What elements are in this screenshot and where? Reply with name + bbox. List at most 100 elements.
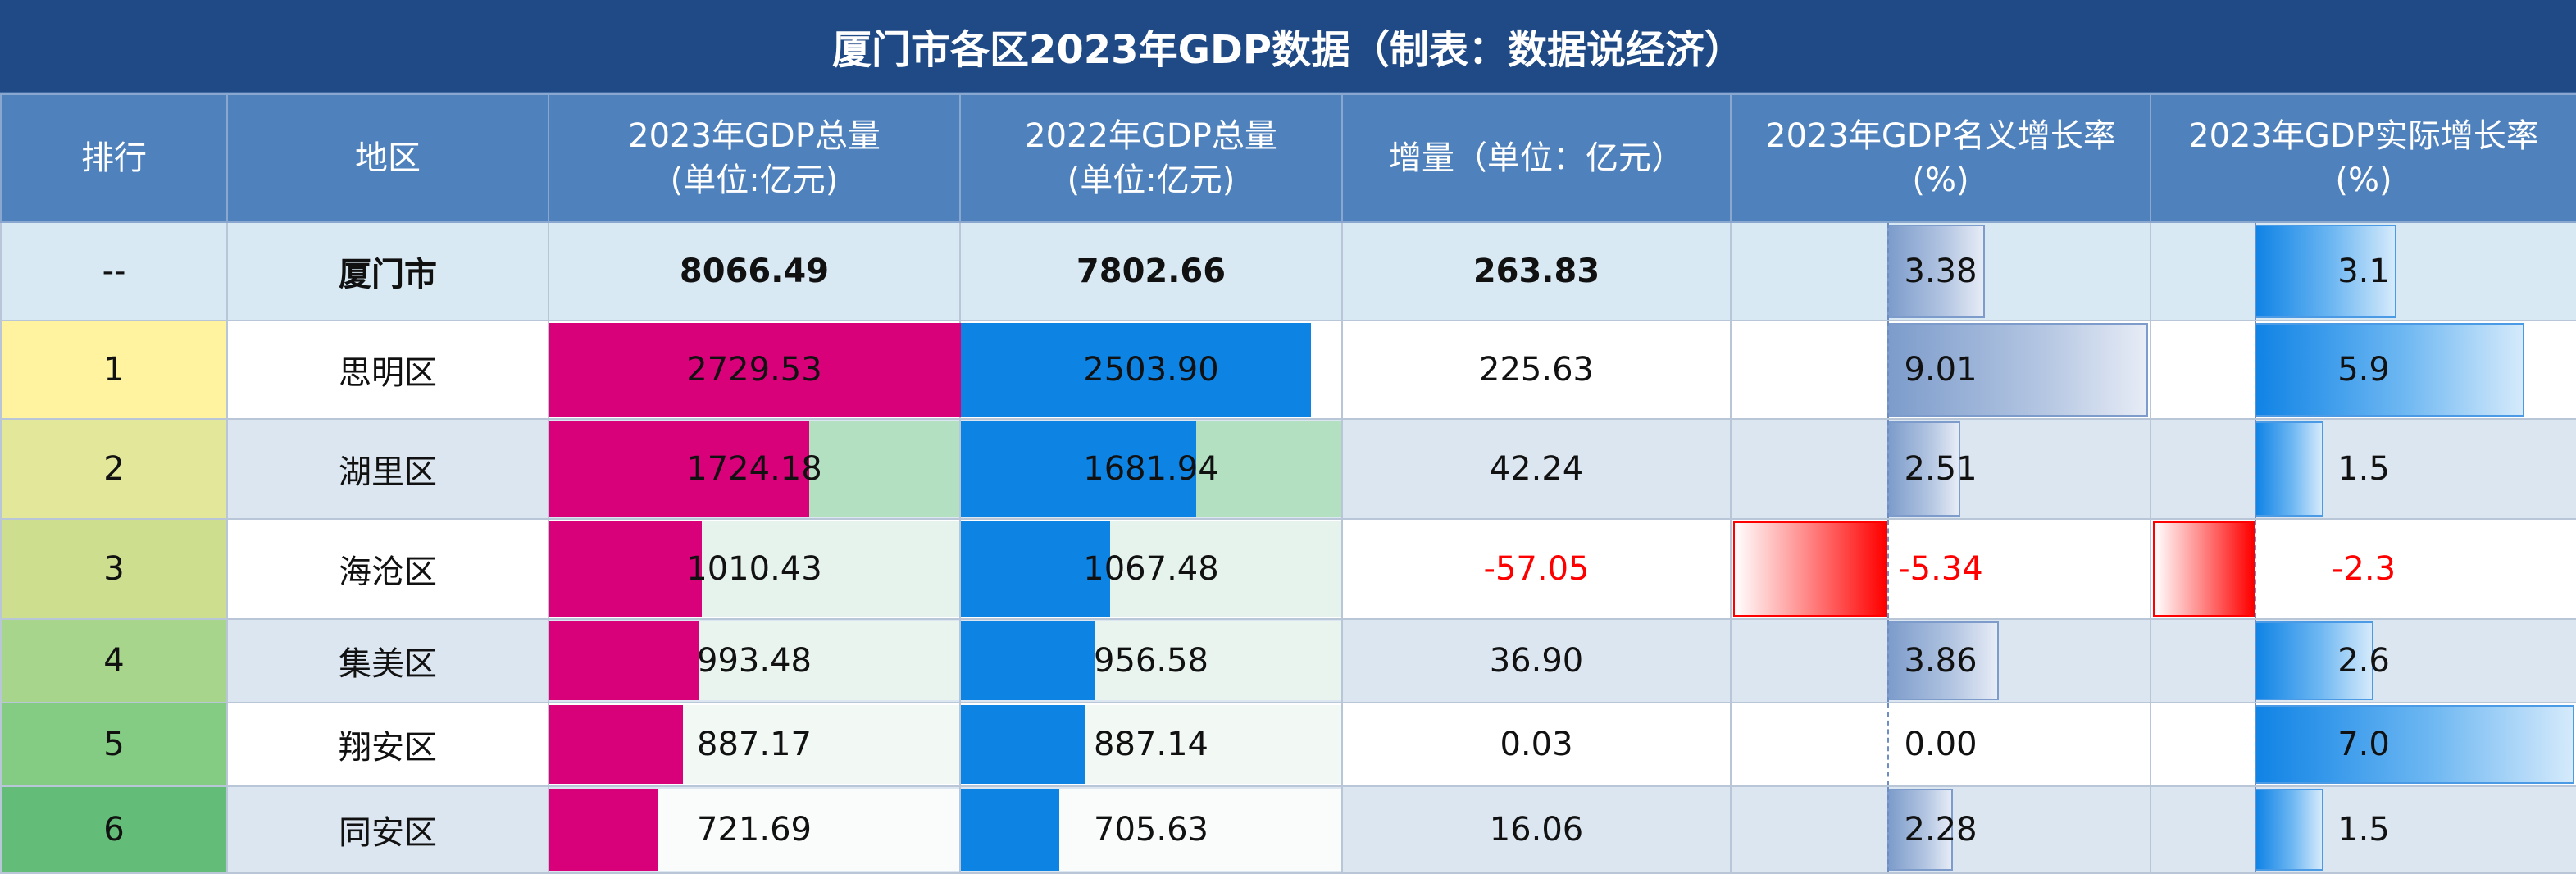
zero-axis: [2255, 520, 2256, 618]
gdp2022-cell: 887.14: [959, 702, 1343, 787]
real-growth-cell-bar: [2255, 621, 2373, 700]
real-growth-cell-bar: [2255, 705, 2574, 784]
page-title: 厦门市各区2023年GDP数据（制表：数据说经济）: [0, 0, 2576, 93]
gdp2022-cell: 956.58: [959, 618, 1343, 703]
real-growth-cell-bar: [2255, 789, 2323, 871]
real-growth-cell: 7.0: [2150, 702, 2576, 787]
nominal-growth-cell-bar: [1887, 621, 1999, 700]
increase-cell: 36.90: [1341, 618, 1732, 703]
nominal-growth-cell: -5.34: [1730, 518, 2151, 620]
zero-axis: [2255, 420, 2256, 518]
header-real-growth: 2023年GDP实际增长率 (%): [2150, 93, 2576, 223]
increase-cell: 263.83: [1341, 221, 1732, 321]
table-row: 4 集美区 993.48 956.58 36.90 3.86 2.6: [0, 618, 2576, 703]
gdp2022-cell-bar: [961, 521, 1110, 617]
gdp2023-cell: 1724.18: [548, 418, 961, 520]
real-growth-cell-bar: [2255, 323, 2524, 417]
zero-axis: [1887, 420, 1889, 518]
nominal-growth-cell-bar: [1733, 521, 1887, 617]
header-row: 排行 地区 2023年GDP总量 (单位:亿元) 2022年GDP总量 (单位:亿元…: [0, 93, 2576, 223]
district-cell: 厦门市: [226, 221, 549, 321]
header-gdp2022: 2022年GDP总量 (单位:亿元): [959, 93, 1343, 223]
gdp2022-cell: 2503.90: [959, 320, 1343, 420]
gdp2022-cell-bar: [961, 421, 1196, 517]
gdp2022-cell-bar: [961, 789, 1059, 871]
rank-cell: 4: [0, 618, 228, 703]
nominal-growth-cell: 3.38: [1730, 221, 2151, 321]
zero-axis: [2255, 223, 2256, 320]
header-rank: 排行: [0, 93, 228, 223]
gdp2022-cell: 7802.66: [959, 221, 1343, 321]
gdp2023-cell-bar: [549, 521, 702, 617]
table-row: 1 思明区 2729.53 2503.90 225.63 9.01 5.9: [0, 320, 2576, 420]
gdp2023-cell-bar: [549, 621, 699, 700]
nominal-growth-cell: 0.00: [1730, 702, 2151, 787]
gdp2023-cell-bar: [549, 789, 658, 871]
header-gdp2023: 2023年GDP总量 (单位:亿元): [548, 93, 961, 223]
district-cell: 同安区: [226, 785, 549, 874]
zero-axis: [1887, 703, 1889, 785]
real-growth-cell-bar: [2153, 521, 2255, 617]
real-growth-cell-bar: [2255, 421, 2323, 517]
gdp2023-cell: 1010.43: [548, 518, 961, 620]
gdp2023-cell: 993.48: [548, 618, 961, 703]
increase-cell: 0.03: [1341, 702, 1732, 787]
gdp2022-cell: 1681.94: [959, 418, 1343, 520]
real-growth-cell: 1.5: [2150, 785, 2576, 874]
gdp2023-cell-bar: [549, 323, 961, 417]
header-district: 地区: [226, 93, 549, 223]
table-row: 5 翔安区 887.17 887.14 0.03 0.00 7.0: [0, 702, 2576, 787]
real-growth-cell-bar: [2255, 225, 2396, 318]
gdp2023-cell: 887.17: [548, 702, 961, 787]
district-cell: 海沧区: [226, 518, 549, 620]
increase-cell: 16.06: [1341, 785, 1732, 874]
real-growth-cell: 1.5: [2150, 418, 2576, 520]
nominal-growth-cell-bar: [1887, 323, 2148, 417]
zero-axis: [1887, 520, 1889, 618]
nominal-growth-cell: 2.28: [1730, 785, 2151, 874]
district-cell: 集美区: [226, 618, 549, 703]
district-cell: 湖里区: [226, 418, 549, 520]
district-cell: 思明区: [226, 320, 549, 420]
rank-cell: 1: [0, 320, 228, 420]
real-growth-cell: -2.3: [2150, 518, 2576, 620]
zero-axis: [1887, 321, 1889, 418]
gdp2023-cell-bar: [549, 705, 683, 784]
header-nominal-growth: 2023年GDP名义增长率 (%): [1730, 93, 2151, 223]
increase-cell: -57.05: [1341, 518, 1732, 620]
rank-cell: 6: [0, 785, 228, 874]
increase-cell: 225.63: [1341, 320, 1732, 420]
nominal-growth-cell: 2.51: [1730, 418, 2151, 520]
district-cell: 翔安区: [226, 702, 549, 787]
gdp2022-cell-bar: [961, 621, 1095, 700]
real-growth-cell: 3.1: [2150, 221, 2576, 321]
table-row: 3 海沧区 1010.43 1067.48 -57.05 -5.34 -2.3: [0, 518, 2576, 620]
gdp2023-cell-bar: [549, 421, 809, 517]
zero-axis: [2255, 703, 2256, 785]
nominal-growth-cell: 3.86: [1730, 618, 2151, 703]
gdp2022-cell: 1067.48: [959, 518, 1343, 620]
nominal-growth-cell-bar: [1887, 421, 1960, 517]
real-growth-cell: 5.9: [2150, 320, 2576, 420]
increase-cell: 42.24: [1341, 418, 1732, 520]
table-row: 2 湖里区 1724.18 1681.94 42.24 2.51 1.5: [0, 418, 2576, 520]
gdp2022-cell-bar: [961, 705, 1085, 784]
total-row: -- 厦门市 8066.49 7802.66 263.83 3.38 3.1: [0, 221, 2576, 321]
zero-axis: [2255, 321, 2256, 418]
gdp2023-cell: 8066.49: [548, 221, 961, 321]
nominal-growth-cell-bar: [1887, 225, 1985, 318]
gdp2023-cell: 721.69: [548, 785, 961, 874]
rank-cell: --: [0, 221, 228, 321]
gdp2023-cell: 2729.53: [548, 320, 961, 420]
header-increase: 增量（单位：亿元）: [1341, 93, 1732, 223]
rank-cell: 3: [0, 518, 228, 620]
zero-axis: [1887, 787, 1889, 872]
real-growth-cell: 2.6: [2150, 618, 2576, 703]
rank-cell: 2: [0, 418, 228, 520]
zero-axis: [1887, 223, 1889, 320]
table-row: 6 同安区 721.69 705.63 16.06 2.28 1.5: [0, 785, 2576, 874]
nominal-growth-cell: 9.01: [1730, 320, 2151, 420]
zero-axis: [2255, 620, 2256, 702]
zero-axis: [1887, 620, 1889, 702]
gdp-table: 排行 地区 2023年GDP总量 (单位:亿元) 2022年GDP总量 (单位:亿元…: [0, 93, 2576, 874]
